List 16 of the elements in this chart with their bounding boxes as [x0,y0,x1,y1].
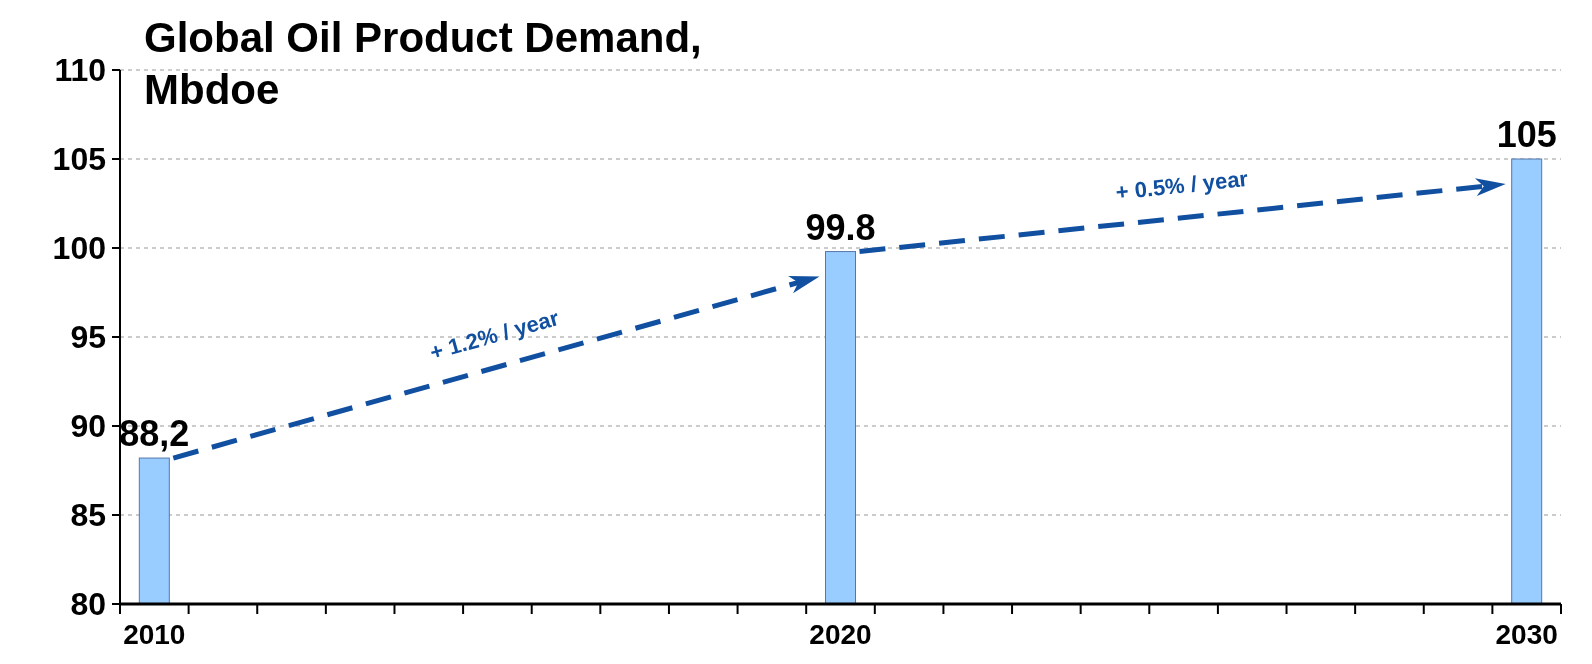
y-tick-label: 95 [70,319,106,356]
y-tick-label: 85 [70,497,106,534]
data-label: 105 [1496,114,1557,155]
y-tick-label: 90 [70,408,106,445]
y-tick-label: 110 [54,52,106,89]
data-label: 99.8 [805,206,876,248]
y-tick-label: 105 [52,141,106,178]
annotation: + 1.2% / year [427,304,563,366]
chart-title: Global Oil Product Demand, Mbdoe [144,14,702,113]
data-label: 88,2 [119,413,190,455]
y-tick-label: 100 [52,230,106,267]
x-tick-label: 2030 [1495,619,1558,650]
x-tick-label: 2020 [809,619,872,650]
x-tick-label: 2010 [123,619,186,650]
y-tick-label: 80 [70,586,106,623]
annotation: + 0.5% / year [1114,165,1250,205]
